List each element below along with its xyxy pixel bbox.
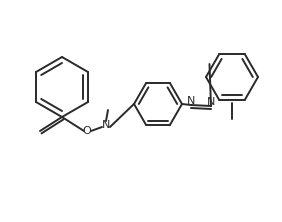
Text: N: N bbox=[187, 97, 195, 107]
Text: O: O bbox=[83, 126, 91, 136]
Text: N: N bbox=[102, 120, 110, 130]
Text: N: N bbox=[207, 97, 215, 107]
